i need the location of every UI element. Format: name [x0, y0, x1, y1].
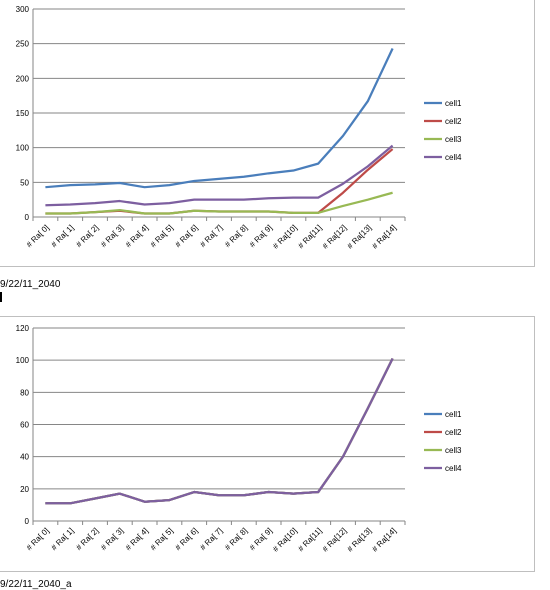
x-tick-label: # Ra[ 8]: [223, 223, 249, 249]
x-tick-label: # Ra[ 0]: [25, 526, 51, 552]
x-tick-label: # Ra[14]: [370, 526, 398, 554]
x-tick-label: # Ra[ 1]: [49, 223, 75, 249]
caption-2: 9/22/11_2040_a: [0, 579, 72, 590]
y-tick-label: 40: [20, 453, 29, 462]
chart-frame-2: 0 20 40 60 80 100 120 # Ra[ 0] # Ra[ 1] # Ra[ 2] #…: [0, 316, 535, 572]
series-line-cell4: [45, 358, 394, 505]
x-tick-label: # Ra[11]: [296, 526, 323, 553]
series-line-cell1: [45, 358, 394, 505]
legend-label-cell3: cell3: [445, 135, 462, 144]
legend-label-cell1: cell1: [445, 99, 462, 108]
x-tick-label: # Ra[ 3]: [99, 526, 125, 552]
legend-label-cell1: cell1: [445, 410, 462, 419]
legend-label-cell4: cell4: [445, 464, 462, 473]
legend-label-cell2: cell2: [445, 428, 462, 437]
chart-panel-2: 0 20 40 60 80 100 120 # Ra[ 0] # Ra[ 1] # Ra[ 2] #…: [0, 316, 550, 590]
x-tick-label: # Ra[ 4]: [124, 526, 150, 552]
y-tick-label: 100: [16, 144, 30, 153]
x-tick-label: # Ra[ 5]: [149, 223, 175, 249]
x-tick-label: # Ra[ 6]: [173, 223, 199, 249]
x-tick-label: # Ra[ 9]: [248, 223, 274, 249]
x-tick-label: # Ra[ 5]: [149, 526, 175, 552]
x-tick-label: # Ra[ 4]: [124, 223, 150, 249]
y-tick-label: 200: [16, 74, 30, 83]
y-tick-label: 250: [16, 40, 30, 49]
x-tick-label: # Ra[ 2]: [74, 526, 100, 552]
series-line-cell1: [45, 48, 394, 189]
series-line-cell3: [45, 358, 394, 505]
legend-label-cell3: cell3: [445, 446, 462, 455]
x-tick-label: # Ra[10]: [271, 223, 299, 251]
y-tick-label: 60: [20, 421, 29, 430]
y-tick-label: 120: [16, 324, 30, 333]
x-tick-label: # Ra[12]: [321, 223, 349, 251]
x-tick-label: # Ra[11]: [296, 223, 323, 250]
x-tick-label: # Ra[ 9]: [248, 526, 274, 552]
x-tick-label: # Ra[ 2]: [74, 223, 100, 249]
y-tick-label: 300: [16, 5, 30, 14]
x-tick-label: # Ra[14]: [370, 223, 398, 251]
series-line-cell3: [45, 191, 393, 215]
y-tick-label: 100: [16, 356, 30, 365]
caption-1: 9/22/11_2040: [0, 279, 61, 290]
y-tick-label: 20: [20, 485, 29, 494]
y-tick-label: 0: [25, 213, 30, 222]
x-tick-label: # Ra[ 8]: [223, 526, 249, 552]
x-tick-label: # Ra[12]: [321, 526, 349, 554]
text-cursor: [0, 292, 2, 302]
x-tick-label: # Ra[ 7]: [198, 526, 224, 552]
legend-label-cell4: cell4: [445, 153, 462, 162]
y-tick-label: 80: [20, 388, 29, 397]
x-tick-label: # Ra[ 3]: [99, 223, 125, 249]
y-tick-label: 150: [16, 109, 30, 118]
x-tick-label: # Ra[10]: [271, 526, 299, 554]
legend-label-cell2: cell2: [445, 117, 462, 126]
x-tick-label: # Ra[ 6]: [173, 526, 199, 552]
x-tick-label: # Ra[13]: [345, 223, 373, 251]
x-tick-label: # Ra[ 1]: [49, 526, 75, 552]
chart-panel-1: 0 50 100 150 200 250 300 # Ra[ 0] # Ra[ 1] # Ra[ …: [0, 0, 535, 302]
chart-frame-1: 0 50 100 150 200 250 300 # Ra[ 0] # Ra[ 1] # Ra[ …: [0, 0, 535, 267]
y-tick-label: 0: [25, 517, 30, 526]
x-tick-label: # Ra[13]: [345, 526, 373, 554]
x-tick-label: # Ra[ 0]: [25, 223, 51, 249]
series-line-cell4: [45, 144, 394, 207]
series-line-cell2: [45, 358, 394, 505]
x-tick-label: # Ra[ 7]: [198, 223, 224, 249]
y-tick-label: 50: [20, 178, 29, 187]
